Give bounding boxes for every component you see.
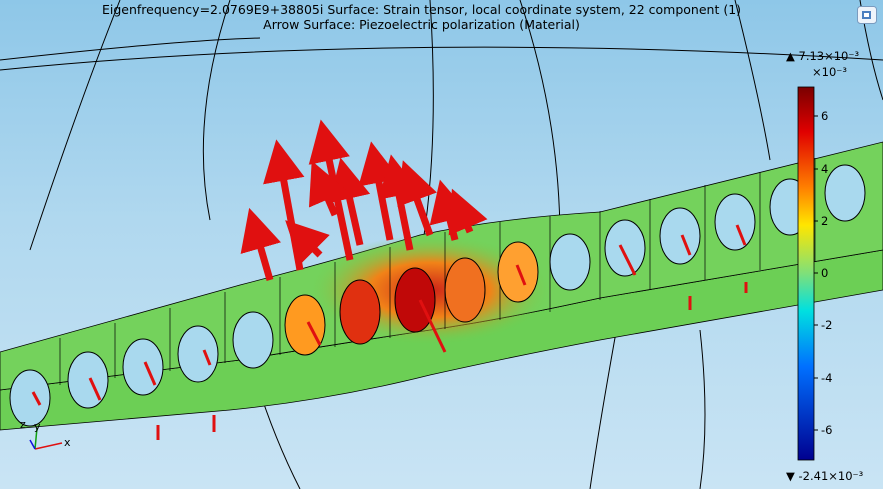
- small-arrows: [31, 224, 748, 440]
- colorbar-tick-label: 6: [821, 109, 829, 123]
- axes-triad: [29, 427, 63, 450]
- colorbar-tick-label: 0: [821, 266, 829, 280]
- colorbar-max-label: ▲ 7.13×10⁻³: [786, 49, 860, 63]
- plot-title-line-1: Eigenfrequency=2.0769E9+38805i Surface: …: [101, 2, 742, 17]
- colorbar-tick-label: 2: [821, 214, 829, 228]
- axis-z-label: z: [20, 418, 26, 431]
- plot-title-line-2: Arrow Surface: Piezoelectric polarizatio…: [263, 17, 580, 32]
- colorbar-tick-label: -4: [821, 371, 833, 385]
- colorbar: [797, 86, 815, 461]
- view-reset-icon[interactable]: [857, 6, 877, 24]
- colorbar-tick-label: 4: [821, 162, 829, 176]
- colorbar-ticks: [814, 115, 818, 431]
- axis-y-label: y: [34, 420, 41, 433]
- polarization-arrows: [240, 119, 488, 281]
- colorbar-min-label: ▼ -2.41×10⁻³: [786, 469, 864, 483]
- colorbar-tick-label: -2: [821, 318, 833, 332]
- colorbar-tick-label: -6: [821, 423, 833, 437]
- axis-x-label: x: [64, 436, 71, 449]
- colorbar-unit: ×10⁻³: [812, 65, 847, 79]
